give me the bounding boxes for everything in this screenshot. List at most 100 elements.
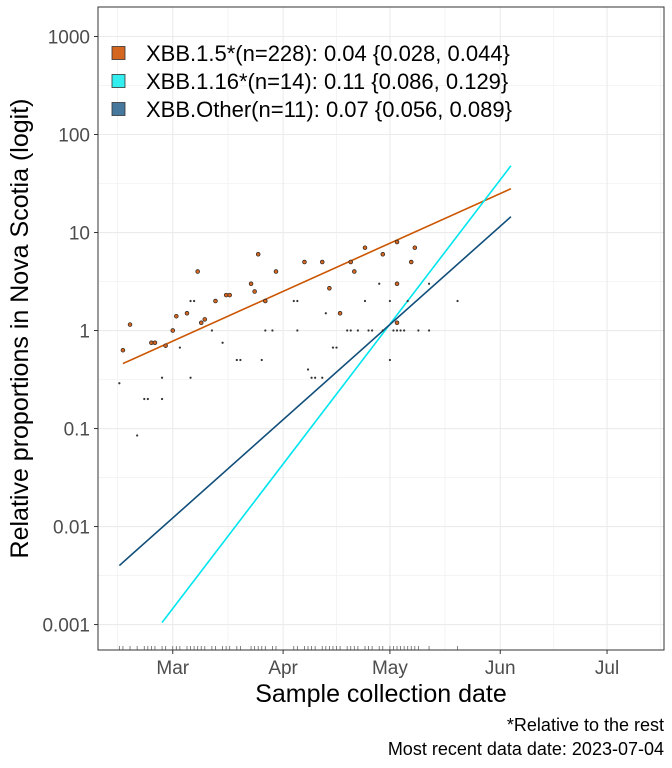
data-point	[302, 259, 307, 265]
data-point	[178, 346, 181, 349]
fit-lines	[118, 165, 512, 623]
data-point	[352, 269, 357, 274]
caption-line-2: Most recent data date: 2023-07-04	[388, 739, 664, 759]
legend-label: XBB.1.5*(n=228): 0.04 {0.028, 0.044}	[146, 41, 510, 66]
data-point	[394, 320, 400, 326]
data-point	[306, 368, 310, 371]
data-point	[321, 376, 324, 379]
legend-swatch	[111, 46, 126, 60]
data-point	[213, 298, 218, 304]
data-point	[255, 252, 261, 257]
data-point	[378, 282, 381, 285]
data-point	[170, 328, 176, 333]
data-point	[221, 341, 224, 344]
data-point	[239, 358, 242, 362]
data-point	[271, 329, 274, 332]
data-point	[371, 329, 374, 332]
data-point	[399, 329, 402, 332]
date-rug	[118, 646, 458, 650]
data-point	[127, 322, 133, 327]
data-point	[202, 317, 208, 322]
data-point	[324, 312, 327, 315]
caption-line-1: *Relative to the rest	[507, 715, 664, 735]
data-point	[348, 259, 353, 265]
data-point	[195, 269, 200, 274]
data-points	[118, 239, 459, 437]
data-point	[184, 311, 190, 316]
data-point	[320, 259, 325, 265]
y-tick-label: 0.001	[42, 616, 90, 637]
data-point	[394, 239, 400, 245]
data-point	[406, 299, 409, 303]
legend-swatch	[111, 74, 126, 88]
data-point	[273, 269, 279, 274]
y-tick-label: 100	[58, 126, 90, 147]
data-point	[118, 382, 121, 385]
data-point	[388, 299, 391, 303]
y-axis: 0.001 0.01 0.1 1 10 100 1000	[42, 28, 98, 637]
data-point	[160, 376, 164, 379]
panel-border	[97, 6, 665, 651]
data-point	[427, 282, 431, 285]
legend-swatch	[111, 102, 126, 116]
data-point	[263, 298, 268, 304]
data-point	[189, 299, 192, 303]
data-point	[327, 286, 332, 291]
data-point	[210, 329, 214, 332]
data-point	[409, 259, 414, 265]
data-point	[362, 245, 368, 250]
x-tick-label: Jun	[485, 658, 516, 679]
data-point	[296, 329, 299, 332]
data-point	[174, 313, 179, 319]
x-tick-label: Jul	[595, 658, 619, 679]
data-point	[248, 281, 254, 287]
data-point	[160, 397, 164, 401]
data-point	[363, 299, 367, 303]
data-point	[152, 340, 158, 346]
data-point	[394, 281, 400, 287]
data-point	[163, 343, 168, 348]
data-point	[310, 376, 313, 379]
data-point	[292, 299, 295, 303]
data-point	[296, 299, 299, 303]
data-point	[395, 329, 399, 332]
data-point	[392, 329, 395, 332]
y-tick-label: 0.1	[64, 420, 90, 441]
data-point	[403, 329, 406, 332]
data-point	[193, 299, 196, 303]
data-point	[380, 252, 386, 257]
data-point	[143, 397, 146, 401]
x-tick-label: May	[372, 658, 408, 679]
data-point	[227, 292, 232, 298]
grid	[98, 7, 664, 650]
legend: XBB.1.5*(n=228): 0.04 {0.028, 0.044} XBB.…	[111, 41, 512, 122]
x-tick-label: Mar	[156, 658, 189, 679]
data-point	[260, 358, 263, 362]
data-point	[427, 329, 431, 332]
data-point	[136, 434, 139, 437]
data-point	[331, 346, 335, 349]
data-point	[198, 320, 204, 326]
x-axis: Mar Apr May Jun Jul	[156, 650, 619, 679]
y-tick-label: 10	[69, 224, 90, 245]
data-point	[146, 397, 149, 401]
fit-line	[118, 216, 512, 567]
data-point	[120, 347, 126, 353]
data-point	[367, 329, 370, 332]
data-point	[346, 329, 349, 332]
data-point	[417, 329, 420, 332]
y-tick-label: 0.01	[53, 518, 90, 539]
data-point	[337, 311, 343, 316]
data-point	[388, 358, 391, 362]
legend-label: XBB.Other(n=11): 0.07 {0.056, 0.089}	[146, 97, 512, 122]
fit-line	[122, 187, 512, 365]
data-point	[356, 329, 359, 332]
data-point	[314, 376, 317, 379]
y-tick-label: 1000	[48, 28, 90, 49]
data-point	[189, 376, 192, 379]
x-axis-title: Sample collection date	[255, 680, 507, 708]
data-point	[335, 346, 338, 349]
legend-label: XBB.1.16*(n=14): 0.11 {0.086, 0.129}	[146, 69, 508, 94]
